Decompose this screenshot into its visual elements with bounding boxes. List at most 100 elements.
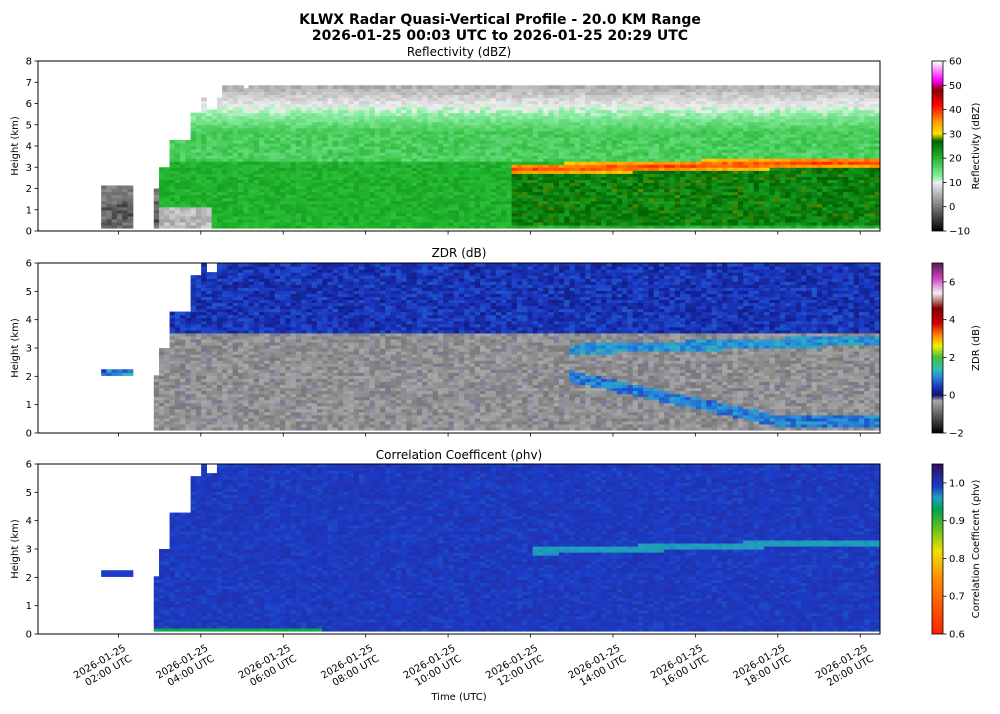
heatmap-cell <box>537 170 544 174</box>
heatmap-cell <box>522 179 529 184</box>
heatmap-cell <box>695 85 702 89</box>
heatmap-cell <box>306 146 313 150</box>
heatmap-cell <box>437 164 444 168</box>
heatmap-cell <box>574 158 581 162</box>
heatmap-cell <box>243 115 250 120</box>
heatmap-cell <box>227 106 234 111</box>
heatmap-cell <box>264 118 271 123</box>
heatmap-cell <box>301 167 307 171</box>
heatmap-cell <box>101 212 108 217</box>
heatmap-cell <box>653 185 660 190</box>
heatmap-cell <box>480 209 486 214</box>
heatmap-cell <box>601 218 607 223</box>
heatmap-cell <box>695 127 702 132</box>
heatmap-cell <box>506 85 513 89</box>
heatmap-cell <box>511 173 518 177</box>
heatmap-cell <box>695 100 702 105</box>
heatmap-cell <box>611 164 618 168</box>
heatmap-cell <box>701 197 707 202</box>
heatmap-cell <box>658 149 665 153</box>
heatmap-cell <box>574 209 581 214</box>
heatmap-cell <box>269 118 276 123</box>
heatmap-cell <box>553 85 560 89</box>
heatmap-cell <box>359 127 365 132</box>
heatmap-cell <box>701 161 707 165</box>
heatmap-cell <box>301 139 307 144</box>
heatmap-cell <box>690 88 697 92</box>
heatmap-cell <box>643 152 650 156</box>
heatmap-cell <box>459 97 465 102</box>
heatmap-cell <box>301 142 307 147</box>
heatmap-cell <box>390 115 397 120</box>
heatmap-cell <box>269 103 276 108</box>
heatmap-cell <box>569 121 576 126</box>
heatmap-cell <box>385 182 392 187</box>
heatmap-cell <box>706 112 713 117</box>
heatmap-cell <box>564 161 571 165</box>
heatmap-cell <box>311 94 318 99</box>
heatmap-cell <box>232 194 239 199</box>
heatmap-cell <box>359 85 365 89</box>
heatmap-cell <box>306 170 313 174</box>
heatmap-cell <box>443 121 450 126</box>
heatmap-cell <box>427 106 434 111</box>
heatmap-cell <box>701 112 707 117</box>
heatmap-cell <box>406 209 413 214</box>
heatmap-cell <box>174 176 181 180</box>
heatmap-cell <box>501 161 507 165</box>
heatmap-cell <box>364 194 371 199</box>
heatmap-cell <box>353 194 360 199</box>
heatmap-cell <box>585 200 592 205</box>
heatmap-cell <box>532 191 539 196</box>
heatmap-cell <box>701 121 707 126</box>
heatmap-cell <box>558 152 565 156</box>
heatmap-cell <box>364 88 371 92</box>
heatmap-cell <box>359 212 365 217</box>
heatmap-cell <box>680 124 686 129</box>
heatmap-cell <box>348 109 355 114</box>
heatmap-cell <box>216 155 223 159</box>
heatmap-cell <box>353 212 360 217</box>
heatmap-cell <box>680 85 686 89</box>
heatmap-cell <box>701 118 707 123</box>
heatmap-cell <box>337 97 344 102</box>
heatmap-cell <box>206 212 213 217</box>
heatmap-cell <box>469 158 476 162</box>
heatmap-cell <box>669 203 676 208</box>
heatmap-cell <box>516 167 523 171</box>
heatmap-cell <box>606 112 613 117</box>
heatmap-cell <box>216 103 223 108</box>
heatmap-cell <box>353 133 360 138</box>
heatmap-cell <box>437 191 444 196</box>
heatmap-cell <box>401 200 407 205</box>
heatmap-cell <box>495 118 502 123</box>
heatmap-cell <box>674 173 681 177</box>
heatmap-cell <box>248 158 255 162</box>
heatmap-cell <box>464 100 471 105</box>
heatmap-cell <box>353 121 360 126</box>
heatmap-cell <box>259 127 265 132</box>
heatmap-cell <box>174 185 181 190</box>
heatmap-cell <box>169 206 176 211</box>
heatmap-cell <box>690 173 697 177</box>
heatmap-cell <box>206 194 213 199</box>
heatmap-cell <box>180 155 186 159</box>
heatmap-cell <box>190 209 197 214</box>
heatmap-cell <box>590 139 597 144</box>
heatmap-cell <box>490 103 497 108</box>
heatmap-cell <box>280 130 286 135</box>
heatmap-cell <box>680 118 686 123</box>
heatmap-cell <box>237 115 244 120</box>
heatmap-cell <box>448 155 455 159</box>
heatmap-cell <box>564 118 571 123</box>
heatmap-cell <box>401 146 407 150</box>
heatmap-cell <box>390 182 397 187</box>
heatmap-cell <box>243 149 250 153</box>
heatmap-cell <box>322 209 329 214</box>
heatmap-cell <box>380 118 386 123</box>
heatmap-cell <box>648 206 655 211</box>
heatmap-cell <box>595 152 602 156</box>
heatmap-cell <box>222 85 229 89</box>
heatmap-cell <box>480 224 486 229</box>
heatmap-cell <box>485 146 492 150</box>
